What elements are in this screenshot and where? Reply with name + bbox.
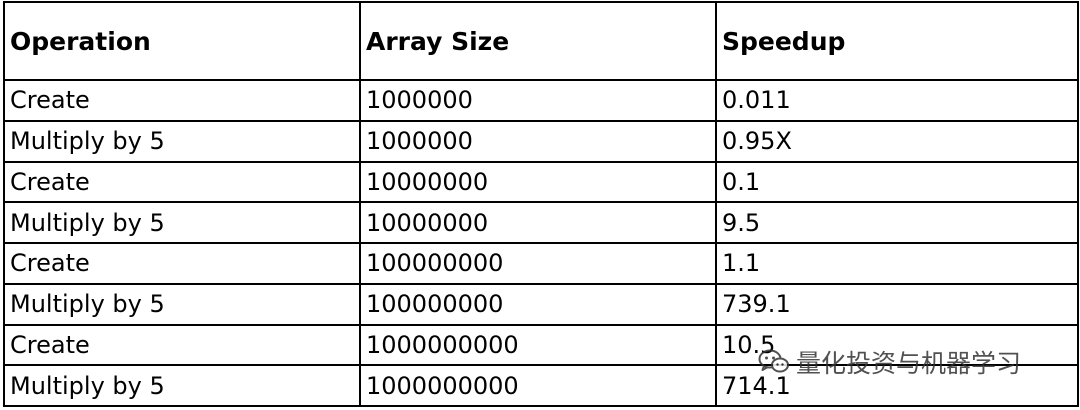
cell-array-size: 100000000 — [359, 282, 717, 326]
cell-operation: Multiply by 5 — [3, 119, 361, 163]
speedup-table-container: Operation Array Size Speedup Create 1000… — [3, 1, 1079, 407]
cell-operation: Multiply by 5 — [3, 201, 361, 244]
table-row: Multiply by 5 1000000000 714.1 — [3, 364, 1079, 407]
table-row: Multiply by 5 1000000 0.95X — [3, 119, 1079, 163]
cell-speedup: 714.1 — [715, 364, 1079, 407]
cell-array-size: 1000000000 — [359, 323, 717, 367]
table-row: Create 100000000 1.1 — [3, 242, 1079, 285]
cell-speedup: 1.1 — [715, 242, 1079, 285]
table-row: Create 10000000 0.1 — [3, 160, 1079, 204]
cell-operation: Create — [3, 160, 361, 204]
header-speedup: Speedup — [715, 1, 1079, 81]
cell-operation: Create — [3, 323, 361, 367]
cell-array-size: 100000000 — [359, 242, 717, 285]
header-array-size: Array Size — [359, 1, 717, 81]
cell-operation: Multiply by 5 — [3, 282, 361, 326]
table-row: Create 1000000000 10.5 — [3, 323, 1079, 367]
cell-speedup: 10.5 — [715, 323, 1079, 367]
cell-operation: Multiply by 5 — [3, 364, 361, 407]
cell-speedup: 0.011 — [715, 79, 1079, 122]
speedup-table: Operation Array Size Speedup Create 1000… — [3, 1, 1079, 407]
header-operation: Operation — [3, 1, 361, 81]
table-header-row: Operation Array Size Speedup — [3, 1, 1079, 81]
cell-speedup: 739.1 — [715, 282, 1079, 326]
cell-speedup: 0.95X — [715, 119, 1079, 163]
cell-speedup: 0.1 — [715, 160, 1079, 204]
cell-array-size: 10000000 — [359, 160, 717, 204]
table-row: Multiply by 5 100000000 739.1 — [3, 282, 1079, 326]
table-row: Multiply by 5 10000000 9.5 — [3, 201, 1079, 244]
cell-array-size: 1000000 — [359, 79, 717, 122]
cell-array-size: 10000000 — [359, 201, 717, 244]
cell-operation: Create — [3, 242, 361, 285]
table-row: Create 1000000 0.011 — [3, 79, 1079, 122]
cell-array-size: 1000000 — [359, 119, 717, 163]
cell-operation: Create — [3, 79, 361, 122]
cell-speedup: 9.5 — [715, 201, 1079, 244]
cell-array-size: 1000000000 — [359, 364, 717, 407]
